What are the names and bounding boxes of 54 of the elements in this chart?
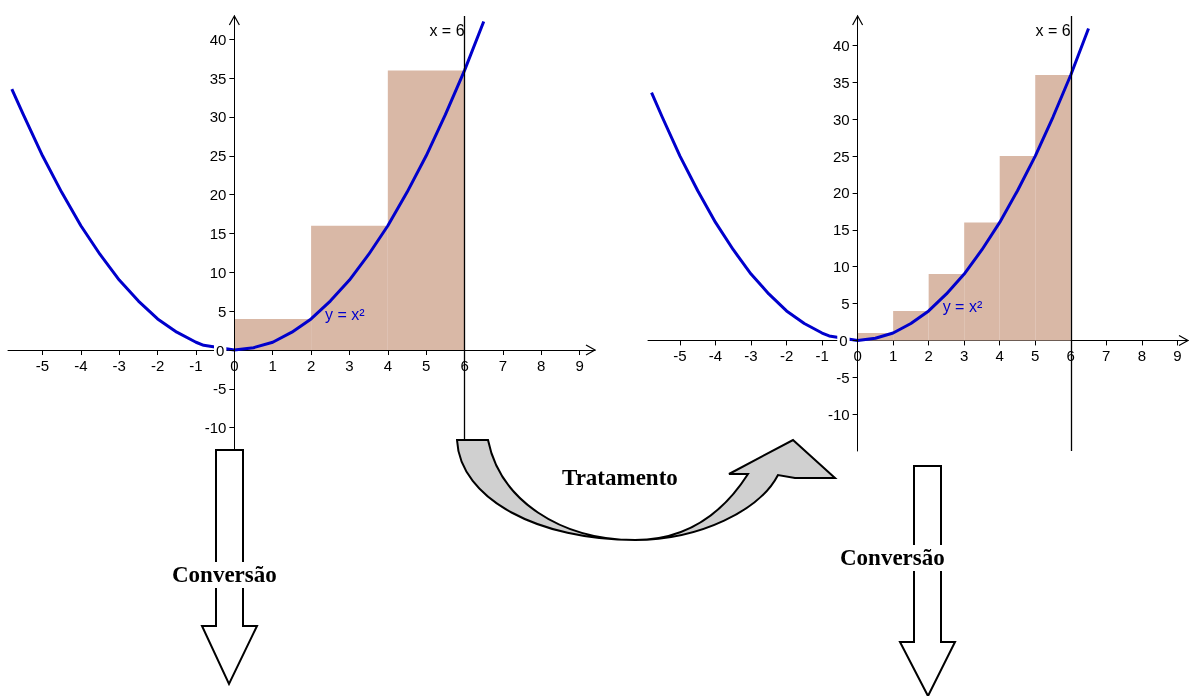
y-tick-label: 40 (209, 30, 227, 48)
x-tick-label: 2 (924, 347, 933, 365)
y-tick-label: -10 (827, 405, 850, 423)
x-tick-label: 1 (268, 357, 277, 375)
y-tick-label: -5 (836, 368, 850, 386)
x-tick-label: -3 (112, 357, 126, 375)
x-tick-label: 9 (575, 357, 584, 375)
x-tick-label: 3 (345, 357, 354, 375)
x-tick-label: 3 (960, 347, 969, 365)
y-tick-label: 10 (832, 258, 850, 276)
y-tick-label: 15 (209, 225, 227, 242)
x-tick-label: -5 (35, 357, 50, 375)
y-tick-label: 25 (209, 147, 227, 165)
x-tick-label: 2 (306, 357, 316, 375)
x-tick-label: -3 (744, 347, 758, 365)
y-tick-label: -5 (213, 380, 227, 398)
x-tick-label: 8 (1137, 347, 1146, 365)
x-tick-label: 4 (383, 357, 392, 375)
series-label: y = x² (325, 306, 366, 324)
y-tick-label: 30 (832, 110, 850, 128)
x-tick-label: 7 (498, 357, 508, 375)
x-tick-label: 8 (537, 357, 546, 375)
x-tick-label: -1 (189, 357, 203, 375)
x-tick-label: -2 (150, 357, 165, 375)
x-tick-label: 9 (1173, 347, 1182, 365)
x-tick-label: -1 (815, 347, 829, 365)
x-tick-label: -4 (708, 347, 723, 365)
y-tick-label: 25 (832, 147, 850, 165)
ref-line-label: x = 6 (1035, 21, 1071, 39)
series-label: y = x² (942, 298, 983, 316)
text: Tratamento (562, 465, 678, 491)
x-tick-label: -4 (74, 357, 88, 375)
y-tick-label: 5 (841, 295, 850, 313)
y-tick-label: 20 (832, 184, 850, 202)
y-tick-label: 15 (832, 221, 850, 239)
y-tick-label: 40 (832, 36, 850, 54)
y-tick-label: 0 (839, 331, 848, 349)
y-tick-label: 10 (209, 263, 227, 281)
y-tick-label: -10 (204, 419, 227, 437)
x-tick-label: 5 (1031, 347, 1040, 365)
x-tick-label: 1 (888, 347, 898, 365)
x-tick-label: 5 (422, 357, 431, 375)
x-tick-label: 7 (1102, 347, 1111, 365)
y-tick-label: 5 (218, 302, 227, 320)
text: Conversão (840, 545, 945, 571)
x-tick-label: -2 (779, 347, 794, 365)
text: Conversão (172, 562, 277, 588)
x-tick-label: 4 (995, 347, 1004, 365)
x-tick-label: -5 (673, 347, 687, 365)
ref-line-label: x = 6 (429, 21, 465, 39)
y-tick-label: 30 (209, 108, 227, 126)
y-tick-label: 35 (832, 73, 850, 91)
y-tick-label: 20 (209, 186, 227, 204)
y-tick-label: 35 (209, 69, 227, 87)
